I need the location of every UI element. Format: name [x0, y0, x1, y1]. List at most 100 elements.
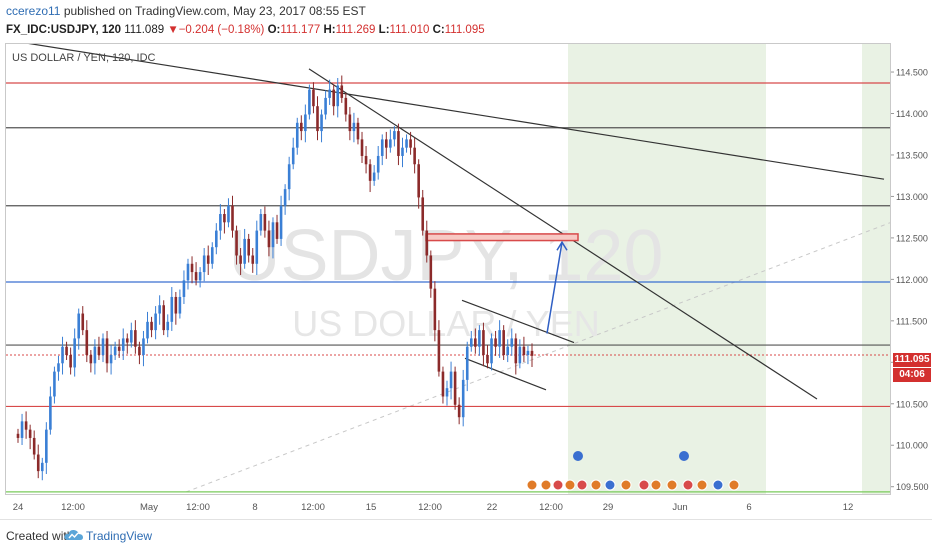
trendline-2[interactable]	[461, 299, 575, 344]
candle-body	[77, 313, 81, 339]
y-tick-label: 110.500	[896, 399, 928, 409]
candle-body	[352, 122, 356, 132]
chart-pane[interactable]: USDJPY, 120 US DOLLAR / YEN US DOLLAR / …	[5, 43, 891, 495]
candle-body	[482, 330, 485, 356]
economic-events[interactable]	[526, 451, 740, 491]
tradingview-link[interactable]: TradingView	[86, 529, 153, 543]
y-tick-label: 113.500	[896, 150, 928, 160]
candle-body	[316, 106, 319, 132]
event-flag-icon[interactable]	[552, 479, 564, 491]
candle-body	[401, 147, 404, 156]
candle-body	[526, 350, 530, 356]
candle-body	[36, 454, 40, 472]
x-tick-label: 12:00	[539, 502, 563, 513]
event-flag-icon[interactable]	[682, 479, 694, 491]
horizontal-levels[interactable]	[6, 82, 891, 493]
candle-body	[356, 122, 360, 140]
event-flag-icon[interactable]	[679, 451, 689, 461]
candle-body	[300, 122, 303, 132]
candle-body	[20, 421, 24, 438]
candle-body	[125, 338, 129, 343]
candle-body	[215, 230, 218, 248]
candle-body	[45, 429, 48, 463]
symbol-label[interactable]: FX_IDC:USDJPY, 120	[6, 24, 122, 36]
candle-body	[449, 371, 453, 389]
candle-body	[16, 433, 20, 438]
candle-body	[291, 147, 295, 165]
candle-body	[530, 350, 534, 356]
trendline-3[interactable]	[464, 357, 547, 391]
low-label: L:	[378, 24, 390, 36]
candle-body	[194, 272, 198, 281]
close-label: C:	[432, 24, 445, 36]
candle-body	[235, 230, 238, 256]
candle-body	[304, 114, 307, 132]
candle-body	[364, 155, 368, 165]
candle-body	[457, 404, 461, 418]
chart-header: ccerezo11 published on TradingView.com, …	[0, 0, 932, 44]
candle-body	[138, 346, 141, 356]
candle-body	[109, 355, 113, 364]
candle-body	[162, 305, 166, 331]
event-flag-icon[interactable]	[620, 479, 632, 491]
candle-body	[417, 164, 420, 198]
x-tick-label: 12:00	[301, 502, 325, 513]
candle-body	[437, 330, 441, 372]
x-tick-label: 12:00	[186, 502, 210, 513]
candle-body	[73, 338, 76, 368]
event-flag-icon[interactable]	[696, 479, 708, 491]
created-with-label: Created with	[6, 529, 74, 543]
candle-body	[425, 230, 429, 256]
event-flag-icon[interactable]	[728, 479, 740, 491]
candle-body	[146, 321, 149, 339]
event-flag-icon[interactable]	[590, 479, 602, 491]
candle-body	[142, 338, 145, 356]
series-legend: US DOLLAR / YEN, 120, IDC	[12, 52, 156, 64]
event-flag-icon[interactable]	[526, 479, 538, 491]
event-flag-icon[interactable]	[573, 451, 583, 461]
y-tick-label: 109.500	[896, 482, 929, 492]
price-axis[interactable]: 114.500 114.000 113.500 113.000 112.500 112.0…	[891, 43, 932, 495]
candle-body	[202, 255, 206, 273]
candle-body	[397, 131, 400, 156]
candle-body	[514, 338, 518, 364]
candle-body	[223, 214, 226, 223]
candle-body	[376, 155, 380, 173]
event-flag-icon[interactable]	[604, 479, 616, 491]
candle-body	[433, 288, 437, 331]
candle-body	[105, 338, 109, 364]
price-chart[interactable]: USDJPY, 120 US DOLLAR / YEN	[6, 44, 891, 495]
x-tick-label: 12:00	[418, 502, 442, 513]
candle-body	[283, 189, 287, 206]
candle-body	[134, 330, 137, 347]
event-flag-icon[interactable]	[666, 479, 678, 491]
projection-arrow-line[interactable]	[546, 242, 563, 334]
time-axis[interactable]: 24 12:00 May 12:00 8 12:00 15 12:00 22 12:00 29 Jun…	[5, 495, 891, 519]
event-flag-icon[interactable]	[712, 479, 724, 491]
candle-body	[49, 396, 52, 430]
candle-body	[174, 296, 178, 314]
candle-body	[271, 222, 275, 248]
author-link[interactable]: ccerezo11	[6, 4, 61, 18]
y-tick-label: 113.000	[896, 192, 928, 202]
trendlines[interactable]	[6, 44, 885, 400]
event-flag-icon[interactable]	[650, 479, 662, 491]
target-zone-box[interactable]	[425, 233, 579, 242]
trendline-0[interactable]	[6, 44, 885, 180]
candle-body	[389, 139, 392, 148]
candle-body	[93, 346, 97, 364]
event-flag-icon[interactable]	[564, 479, 576, 491]
candle-body	[275, 222, 279, 239]
event-flag-icon[interactable]	[576, 479, 588, 491]
candle-body	[465, 346, 469, 380]
candle-body	[89, 355, 93, 364]
event-flag-icon[interactable]	[540, 479, 552, 491]
candle-body	[121, 338, 125, 351]
faint-projection-line	[185, 222, 890, 493]
candle-body	[113, 346, 117, 356]
event-flag-icon[interactable]	[638, 479, 650, 491]
candle-body	[259, 214, 263, 231]
projection-arrow-head-icon[interactable]	[556, 240, 568, 251]
candle-body	[190, 263, 194, 273]
candle-body	[219, 214, 222, 231]
